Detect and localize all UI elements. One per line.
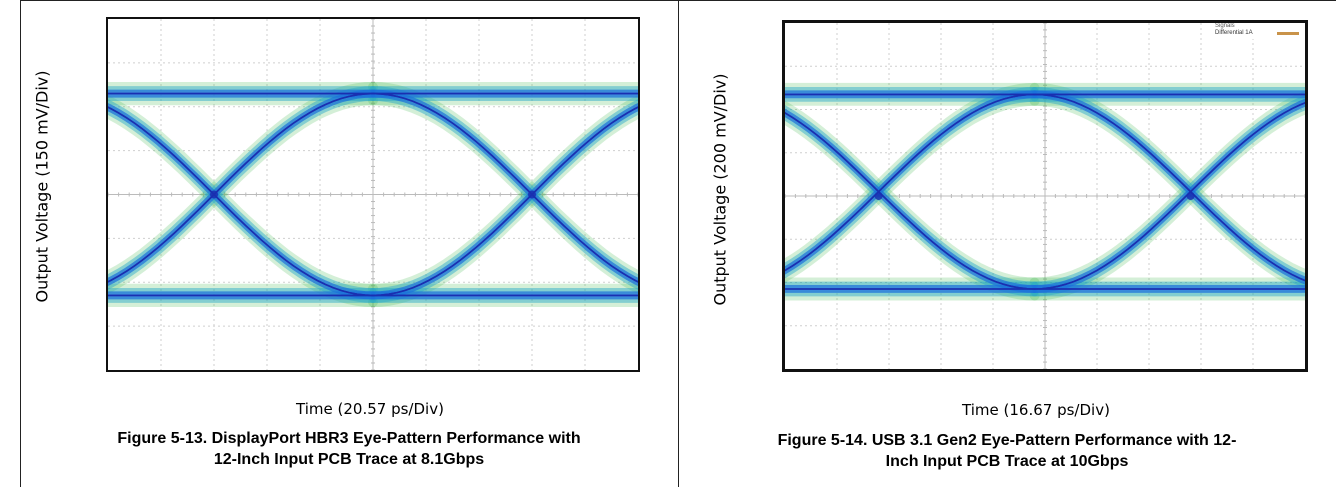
rising-edge-trace — [108, 82, 378, 281]
eye-diagram-left — [108, 19, 638, 370]
falling-edge-trace — [785, 108, 1037, 289]
eye-crossing-point — [210, 190, 218, 199]
falling-edge-trace — [368, 82, 638, 281]
rising-edge-trace — [785, 94, 1037, 275]
rising-edge-trace — [108, 95, 378, 294]
eye-crossing-point — [528, 190, 536, 199]
eye-crossing-point — [874, 192, 883, 200]
caption-line-2: Inch Input PCB Trace at 10Gbps — [885, 453, 1129, 470]
rising-edge-trace — [368, 108, 638, 307]
caption-line-1: Figure 5-14. USB 3.1 Gen2 Eye-Pattern Pe… — [777, 432, 1237, 449]
legend-entry: Differential 1A — [1215, 30, 1301, 37]
legend-entry-label: Differential 1A — [1215, 30, 1253, 36]
falling-edge-trace — [785, 112, 1037, 293]
legend-swatch — [1277, 32, 1299, 35]
y-axis-label-right: Output Voltage (200 mV/Div) — [710, 73, 730, 306]
falling-edge-trace — [785, 100, 1040, 288]
rising-edge-trace — [785, 93, 1036, 272]
figure-caption-left: Figure 5-13. DisplayPort HBR3 Eye-Patter… — [22, 428, 676, 470]
caption-line-2: 12-Inch Input PCB Trace at 8.1Gbps — [213, 451, 485, 468]
figure-caption-right: Figure 5-14. USB 3.1 Gen2 Eye-Pattern Pe… — [680, 430, 1334, 472]
rising-edge-trace — [785, 82, 1040, 270]
caption-line-1: Figure 5-13. DisplayPort HBR3 Eye-Patter… — [117, 430, 581, 447]
falling-edge-trace — [1029, 82, 1305, 280]
falling-edge-trace — [1032, 90, 1305, 281]
rising-edge-trace — [1029, 90, 1305, 288]
falling-edge-trace — [785, 111, 1036, 290]
rising-edge-trace — [785, 90, 1037, 271]
rising-edge-trace — [785, 93, 1036, 272]
rising-edge-trace — [368, 95, 638, 294]
falling-edge-trace — [785, 111, 1036, 290]
falling-edge-trace — [108, 95, 378, 294]
grid — [108, 19, 638, 370]
falling-edge-trace — [1033, 93, 1305, 282]
legend-title: Signals — [1215, 23, 1235, 29]
x-axis-label-left: Time (20.57 ps/Div) — [296, 400, 444, 418]
eye-diagram-right — [785, 23, 1305, 369]
eye-crossing-point — [1186, 192, 1195, 200]
y-axis-label-left: Output Voltage (150 mV/Div) — [32, 70, 52, 303]
figure-panel-right — [678, 0, 1336, 487]
x-axis-label-right: Time (16.67 ps/Div) — [962, 401, 1110, 419]
eye-plot-right: Signals Differential 1A — [782, 20, 1308, 372]
falling-edge-trace — [368, 95, 638, 294]
falling-edge-trace — [108, 108, 378, 307]
eye-plot-left — [106, 17, 640, 372]
legend: Signals Differential 1A — [1215, 23, 1301, 39]
